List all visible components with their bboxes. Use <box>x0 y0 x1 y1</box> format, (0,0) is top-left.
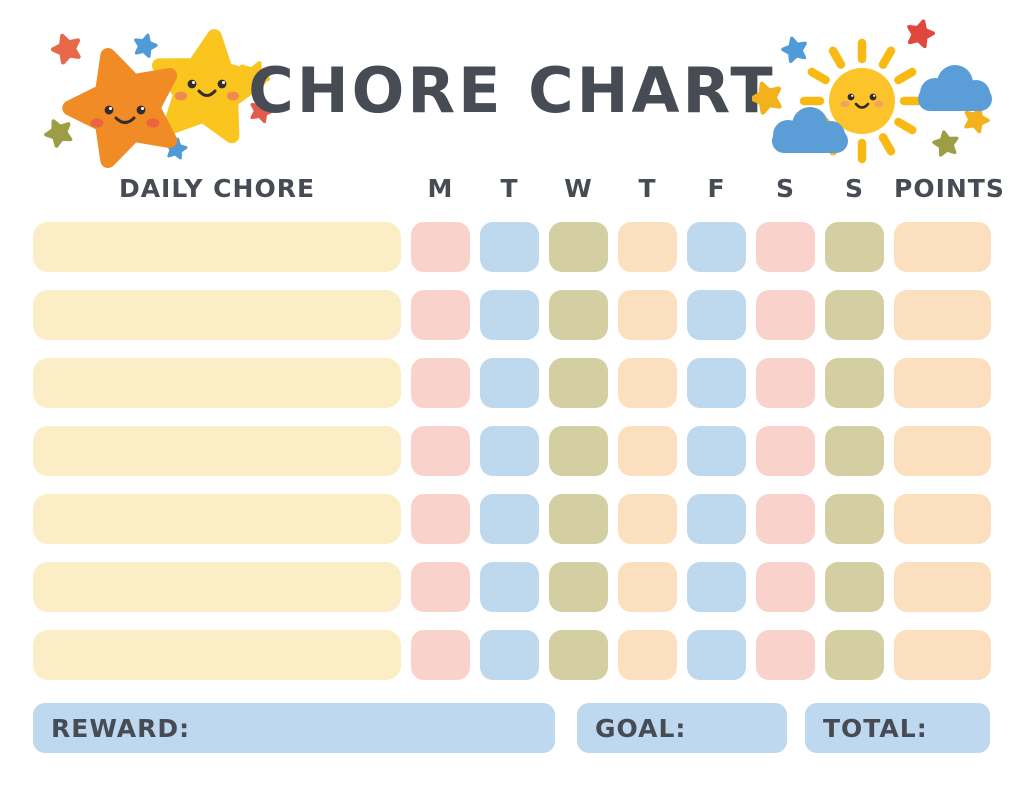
day-cell-row5-S7[interactable] <box>825 494 884 544</box>
day-cell-row4-M1[interactable] <box>411 426 470 476</box>
points-cell-row6[interactable] <box>894 562 991 612</box>
cloud-icon <box>772 107 848 153</box>
day-cell-row5-W3[interactable] <box>549 494 608 544</box>
day-cell-row5-T4[interactable] <box>618 494 677 544</box>
day-header-sun: S <box>844 174 864 203</box>
points-cell-row7[interactable] <box>894 630 991 680</box>
daily-chore-header: DAILY CHORE <box>118 174 316 203</box>
yellow-star-icon <box>151 29 267 144</box>
day-cell-row7-W3[interactable] <box>549 630 608 680</box>
day-cell-row4-S7[interactable] <box>825 426 884 476</box>
day-cell-row7-M1[interactable] <box>411 630 470 680</box>
day-cell-row2-W3[interactable] <box>549 290 608 340</box>
day-cell-row6-T4[interactable] <box>618 562 677 612</box>
day-cell-row4-T2[interactable] <box>480 426 539 476</box>
day-cell-row1-S6[interactable] <box>756 222 815 272</box>
chore-input-row6[interactable] <box>33 562 401 612</box>
day-cell-row6-S7[interactable] <box>825 562 884 612</box>
day-cell-row3-S6[interactable] <box>756 358 815 408</box>
day-cell-row1-M1[interactable] <box>411 222 470 272</box>
day-header-wed: W <box>564 174 593 203</box>
day-cell-row6-F5[interactable] <box>687 562 746 612</box>
day-cell-row1-W3[interactable] <box>549 222 608 272</box>
orange-star-icon <box>62 47 178 169</box>
sun-clouds-decoration <box>752 19 992 164</box>
points-header: POINTS <box>894 174 1005 203</box>
day-cell-row3-T2[interactable] <box>480 358 539 408</box>
points-cell-row4[interactable] <box>894 426 991 476</box>
points-cell-row5[interactable] <box>894 494 991 544</box>
day-header-thu: T <box>638 174 657 203</box>
reward-label: REWARD: <box>51 713 191 743</box>
day-cell-row5-S6[interactable] <box>756 494 815 544</box>
day-cell-row4-F5[interactable] <box>687 426 746 476</box>
day-cell-row3-M1[interactable] <box>411 358 470 408</box>
day-cell-row3-T4[interactable] <box>618 358 677 408</box>
points-cell-row2[interactable] <box>894 290 991 340</box>
day-cell-row4-W3[interactable] <box>549 426 608 476</box>
chore-input-row5[interactable] <box>33 494 401 544</box>
day-cell-row4-T4[interactable] <box>618 426 677 476</box>
day-cell-row6-T2[interactable] <box>480 562 539 612</box>
chore-input-row2[interactable] <box>33 290 401 340</box>
day-cell-row6-S6[interactable] <box>756 562 815 612</box>
total-field[interactable]: TOTAL: <box>805 703 990 753</box>
cloud-icon <box>918 65 992 111</box>
day-header-fri: F <box>707 174 726 203</box>
points-cell-row1[interactable] <box>894 222 991 272</box>
day-cell-row1-S7[interactable] <box>825 222 884 272</box>
day-cell-row6-M1[interactable] <box>411 562 470 612</box>
page-title: CHORE CHART <box>248 54 776 127</box>
smiling-stars-decoration <box>44 29 274 169</box>
day-cell-row5-F5[interactable] <box>687 494 746 544</box>
day-header-mon: M <box>427 174 454 203</box>
day-header-sat: S <box>775 174 795 203</box>
sparkle-star-icon <box>752 19 990 157</box>
sun-icon <box>799 38 925 164</box>
total-label: TOTAL: <box>823 713 928 743</box>
chore-input-row4[interactable] <box>33 426 401 476</box>
day-cell-row2-M1[interactable] <box>411 290 470 340</box>
day-cell-row7-S6[interactable] <box>756 630 815 680</box>
chore-input-row7[interactable] <box>33 630 401 680</box>
sparkle-star-icon <box>44 33 274 160</box>
day-header-tue: T <box>500 174 519 203</box>
day-cell-row4-S6[interactable] <box>756 426 815 476</box>
day-cell-row2-T4[interactable] <box>618 290 677 340</box>
points-cell-row3[interactable] <box>894 358 991 408</box>
day-cell-row2-S6[interactable] <box>756 290 815 340</box>
goal-field[interactable]: GOAL: <box>577 703 787 753</box>
day-cell-row5-T2[interactable] <box>480 494 539 544</box>
day-cell-row7-F5[interactable] <box>687 630 746 680</box>
day-cell-row2-S7[interactable] <box>825 290 884 340</box>
reward-field[interactable]: REWARD: <box>33 703 555 753</box>
chore-input-row1[interactable] <box>33 222 401 272</box>
day-cell-row7-S7[interactable] <box>825 630 884 680</box>
goal-label: GOAL: <box>595 713 687 743</box>
day-cell-row7-T2[interactable] <box>480 630 539 680</box>
day-cell-row7-T4[interactable] <box>618 630 677 680</box>
day-cell-row2-T2[interactable] <box>480 290 539 340</box>
day-cell-row5-M1[interactable] <box>411 494 470 544</box>
day-cell-row1-F5[interactable] <box>687 222 746 272</box>
day-cell-row2-F5[interactable] <box>687 290 746 340</box>
day-cell-row3-S7[interactable] <box>825 358 884 408</box>
chore-grid: DAILY CHORE M T W T F S S POINTS <box>33 164 1005 680</box>
day-cell-row3-W3[interactable] <box>549 358 608 408</box>
day-cell-row3-F5[interactable] <box>687 358 746 408</box>
day-cell-row1-T2[interactable] <box>480 222 539 272</box>
day-cell-row6-W3[interactable] <box>549 562 608 612</box>
chore-input-row3[interactable] <box>33 358 401 408</box>
day-cell-row1-T4[interactable] <box>618 222 677 272</box>
